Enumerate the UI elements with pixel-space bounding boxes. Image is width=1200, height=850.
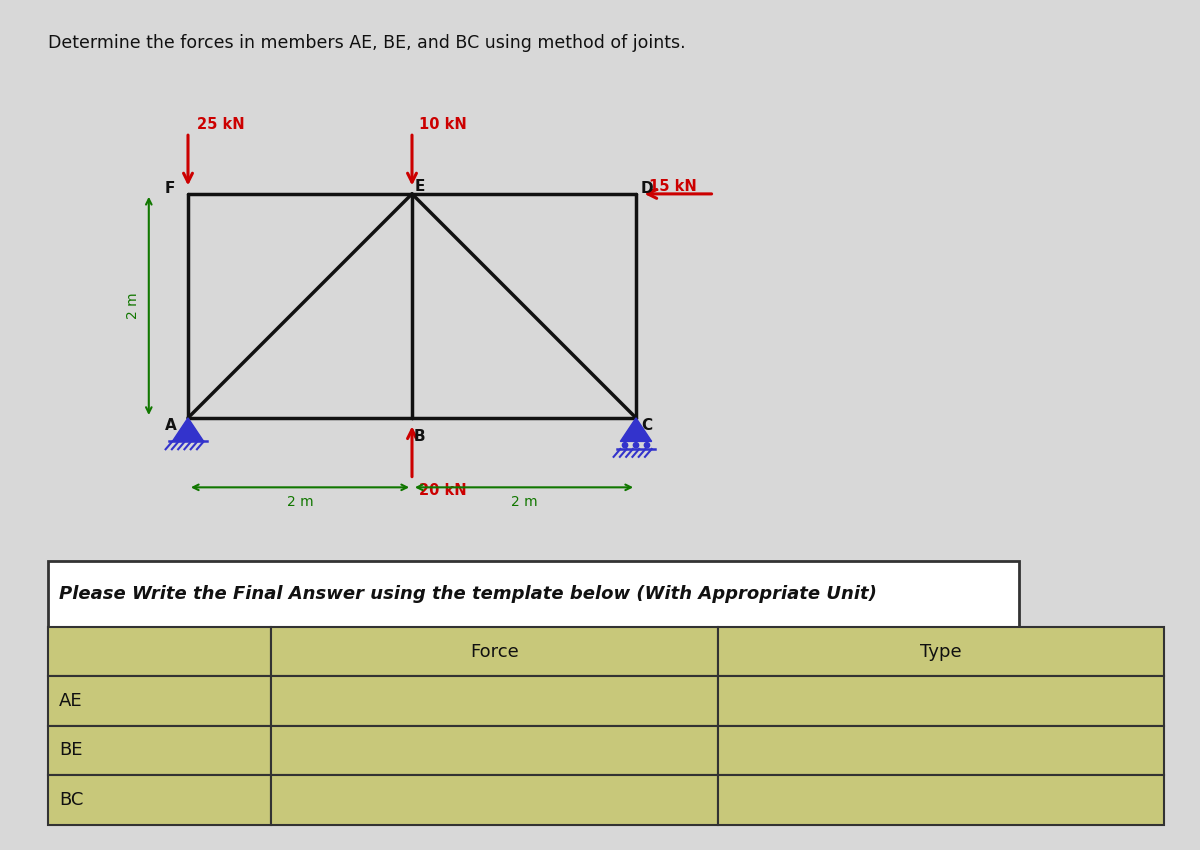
FancyBboxPatch shape [271, 677, 718, 726]
FancyBboxPatch shape [48, 627, 271, 677]
Text: AE: AE [59, 692, 83, 710]
Text: 2 m: 2 m [511, 495, 538, 509]
Text: 25 kN: 25 kN [197, 117, 245, 132]
Text: 20 kN: 20 kN [419, 483, 467, 498]
Circle shape [634, 443, 638, 448]
Text: D: D [641, 181, 654, 196]
FancyBboxPatch shape [271, 775, 718, 824]
Text: Force: Force [470, 643, 518, 660]
Text: 10 kN: 10 kN [419, 117, 467, 132]
FancyBboxPatch shape [718, 726, 1164, 775]
Text: BC: BC [59, 790, 84, 809]
FancyBboxPatch shape [271, 726, 718, 775]
Text: Determine the forces in members AE, BE, and BC using method of joints.: Determine the forces in members AE, BE, … [48, 34, 685, 52]
Text: BE: BE [59, 741, 83, 759]
Polygon shape [620, 418, 652, 441]
FancyBboxPatch shape [48, 561, 1019, 627]
Text: 15 kN: 15 kN [649, 178, 697, 194]
Polygon shape [173, 418, 204, 441]
Circle shape [644, 443, 649, 448]
Circle shape [623, 443, 628, 448]
Text: E: E [415, 178, 425, 194]
Text: F: F [164, 181, 175, 196]
Text: C: C [642, 418, 653, 434]
Text: 2 m: 2 m [287, 495, 313, 509]
FancyBboxPatch shape [48, 677, 271, 726]
Text: Type: Type [920, 643, 961, 660]
FancyBboxPatch shape [271, 627, 718, 677]
Text: A: A [166, 418, 178, 434]
FancyBboxPatch shape [718, 677, 1164, 726]
FancyBboxPatch shape [718, 627, 1164, 677]
FancyBboxPatch shape [48, 726, 271, 775]
FancyBboxPatch shape [718, 775, 1164, 824]
FancyBboxPatch shape [48, 775, 271, 824]
Text: Please Write the Final Answer using the template below (With Appropriate Unit): Please Write the Final Answer using the … [59, 585, 877, 603]
Text: B: B [414, 429, 426, 445]
Text: 2 m: 2 m [126, 292, 140, 320]
